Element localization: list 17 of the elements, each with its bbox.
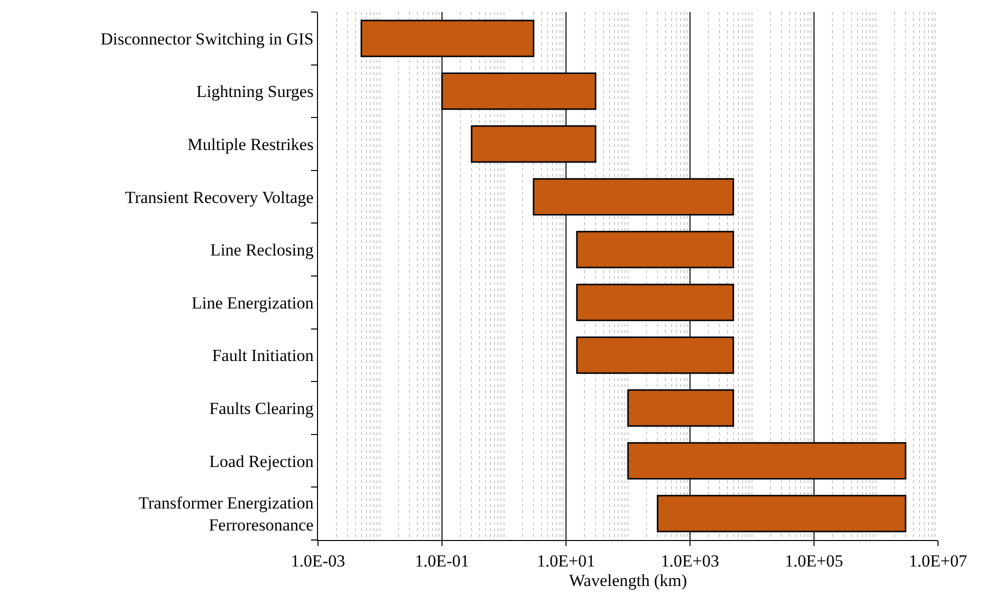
x-tick-label: 1.0E-03	[290, 551, 346, 570]
x-tick-label: 1.0E+03	[660, 551, 720, 570]
y-tick-label: Load Rejection	[209, 452, 314, 471]
y-tick-label: Line Energization	[192, 293, 314, 312]
y-tick-label: Transformer Energization Ferroresonance	[138, 494, 314, 535]
y-tick-label: Faults Clearing	[209, 398, 314, 418]
y-tick-label: Lightning Surges	[196, 82, 314, 102]
y-tick-label: Multiple Restrikes	[188, 134, 314, 154]
x-tick-label: 1.0E+07	[908, 551, 968, 570]
x-tick-label: 1.0E+05	[784, 551, 844, 570]
x-axis-title: Wavelength (km)	[568, 570, 688, 590]
y-tick-label: Line Reclosing	[210, 240, 314, 260]
y-tick-label: Disconnector Switching in GIS	[100, 29, 314, 48]
x-tick-label: 1.0E+01	[536, 551, 596, 570]
y-tick-label: Fault Initiation	[212, 346, 314, 366]
y-tick-label: Transient Recovery Voltage	[125, 188, 314, 207]
x-tick-label: 1.0E-01	[414, 551, 470, 570]
